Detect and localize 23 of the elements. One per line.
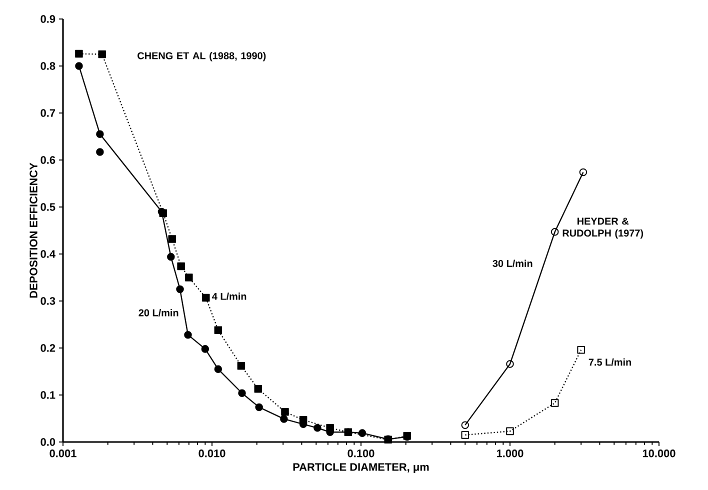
series-label: 7.5 L/min xyxy=(588,358,632,366)
series-label: 30 L/min xyxy=(492,260,532,268)
x-tick-label: 0.100 xyxy=(348,450,374,458)
y-tick-label: 0.7 xyxy=(40,109,56,117)
x-axis-title: PARTICLE DIAMETER, μm xyxy=(293,463,429,473)
x-tick-label: 0.001 xyxy=(50,450,76,458)
series-label: 4 L/min xyxy=(212,292,246,300)
annotation: CHENG ET AL (1988, 1990) xyxy=(138,52,266,62)
y-tick-label: 0.1 xyxy=(40,391,56,399)
y-axis-title: DEPOSITION EFFICIENCY xyxy=(30,162,38,298)
y-tick-label: 0.6 xyxy=(40,156,56,164)
y-tick-label: 0.5 xyxy=(40,203,56,211)
y-tick-label: 0.3 xyxy=(40,297,56,305)
series-label: 20 L/min xyxy=(138,309,178,316)
y-tick-label: 0.4 xyxy=(40,250,56,258)
y-tick-label: 0.2 xyxy=(40,344,56,352)
x-tick-label: 1.000 xyxy=(496,450,524,458)
x-tick-label: 10.000 xyxy=(642,450,676,458)
annotation: HEYDER & RUDOLPH (1977) xyxy=(562,218,644,239)
x-tick-label: 0.010 xyxy=(198,450,226,458)
y-tick-label: 0.9 xyxy=(40,15,56,23)
y-tick-label: 0.0 xyxy=(40,438,56,446)
y-tick-label: 0.8 xyxy=(40,62,56,70)
